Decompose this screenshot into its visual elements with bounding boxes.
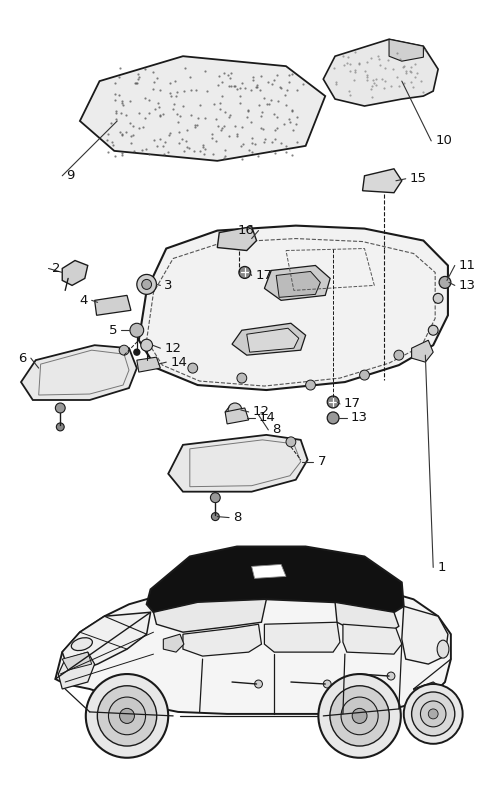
Polygon shape [389,39,423,61]
Polygon shape [58,652,95,689]
Text: 14: 14 [259,411,276,425]
Polygon shape [183,624,262,656]
Circle shape [404,684,463,744]
Polygon shape [412,340,433,362]
Circle shape [433,294,443,303]
Polygon shape [62,652,92,670]
Circle shape [412,692,455,736]
Text: 17: 17 [344,398,361,410]
Circle shape [56,423,64,431]
Circle shape [327,412,339,424]
Text: 12: 12 [164,342,181,354]
Polygon shape [252,565,286,578]
Circle shape [108,697,145,734]
Polygon shape [139,226,448,390]
Circle shape [134,349,140,355]
Circle shape [327,396,339,408]
Polygon shape [264,622,340,652]
Text: 16: 16 [238,224,254,237]
Circle shape [439,277,451,288]
Text: 13: 13 [351,411,368,425]
Polygon shape [247,328,299,352]
Text: 8: 8 [272,423,281,436]
Polygon shape [168,435,308,492]
Text: 14: 14 [170,356,187,369]
Text: 1: 1 [437,561,445,574]
Circle shape [142,279,152,290]
Polygon shape [232,323,306,355]
Text: 7: 7 [317,455,326,468]
Circle shape [55,403,65,413]
Circle shape [254,680,263,688]
Circle shape [120,708,134,723]
Polygon shape [225,408,249,424]
Circle shape [394,350,404,360]
Circle shape [86,674,168,758]
Polygon shape [62,612,151,674]
Polygon shape [163,634,184,652]
Circle shape [318,674,401,758]
Circle shape [306,380,315,390]
Text: 10: 10 [435,134,452,147]
Circle shape [341,697,378,734]
Polygon shape [264,266,330,300]
Text: 9: 9 [66,170,74,182]
Circle shape [137,274,156,294]
Circle shape [420,701,446,727]
Circle shape [211,513,219,521]
Circle shape [428,326,438,335]
Text: 3: 3 [164,279,173,292]
Circle shape [360,370,370,380]
Ellipse shape [72,638,93,650]
Ellipse shape [437,640,449,658]
Polygon shape [414,682,451,719]
Circle shape [330,686,389,746]
Circle shape [97,686,156,746]
Polygon shape [80,56,325,161]
Text: 6: 6 [19,352,27,365]
Text: 2: 2 [52,262,61,275]
Polygon shape [137,357,160,372]
Polygon shape [146,546,404,612]
Text: 11: 11 [459,259,476,272]
Text: 17: 17 [255,269,273,282]
Text: 4: 4 [79,294,88,307]
Text: 15: 15 [409,172,427,186]
Circle shape [387,672,395,680]
Polygon shape [402,606,448,664]
Circle shape [428,709,438,719]
Circle shape [188,363,198,373]
Circle shape [130,323,144,338]
Text: 13: 13 [459,279,476,292]
Polygon shape [362,169,402,193]
Circle shape [119,345,129,355]
Circle shape [286,437,296,447]
Text: 12: 12 [252,406,270,418]
Polygon shape [324,39,438,106]
Text: 5: 5 [108,324,117,337]
Circle shape [352,708,367,723]
Circle shape [237,373,247,383]
Polygon shape [335,602,399,636]
Polygon shape [343,624,402,654]
Polygon shape [276,271,320,298]
Polygon shape [21,345,137,400]
Polygon shape [55,586,451,714]
Polygon shape [217,226,256,250]
Circle shape [210,493,220,502]
Polygon shape [95,295,131,315]
Circle shape [141,339,153,351]
Circle shape [324,680,331,688]
Polygon shape [62,261,88,286]
Circle shape [228,403,242,417]
Text: 8: 8 [233,511,241,524]
Circle shape [239,266,251,278]
Polygon shape [154,599,266,632]
